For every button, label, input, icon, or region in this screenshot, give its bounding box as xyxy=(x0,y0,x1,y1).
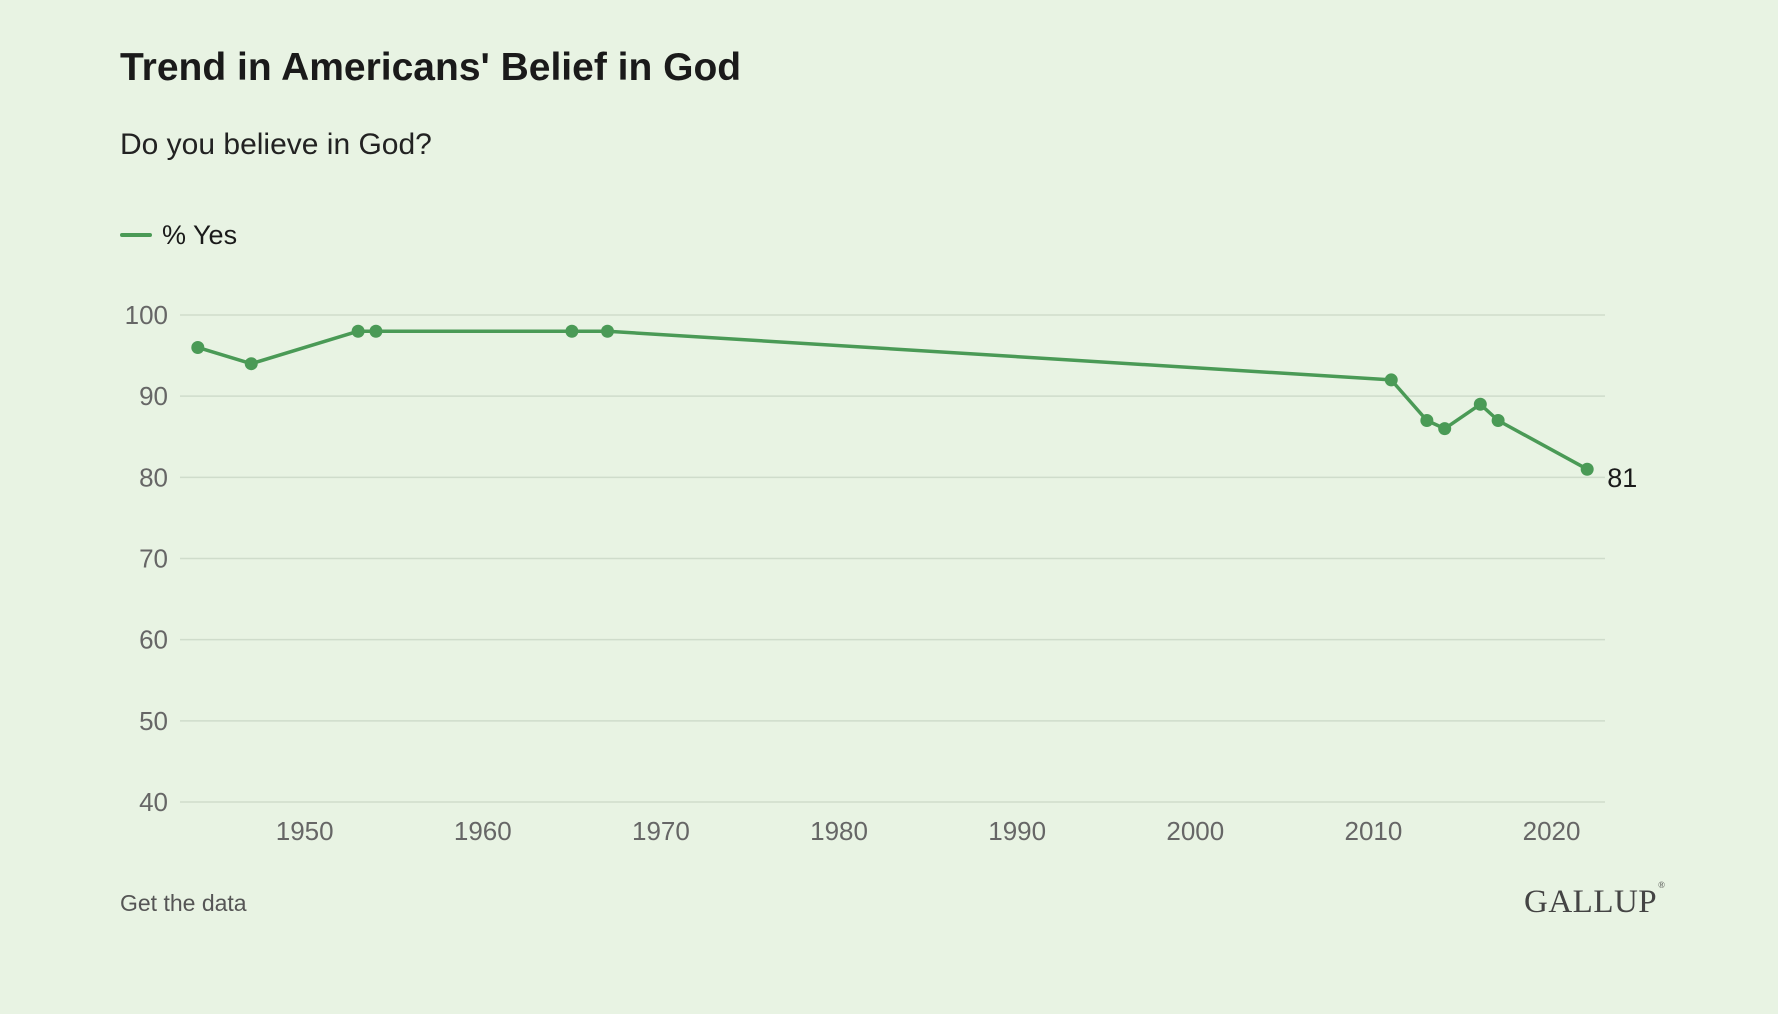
y-tick-label: 50 xyxy=(139,706,168,736)
data-point xyxy=(1580,462,1594,476)
x-tick-label: 2020 xyxy=(1523,816,1581,846)
data-point xyxy=(1491,414,1505,428)
data-point xyxy=(351,324,365,338)
data-point xyxy=(1420,414,1434,428)
y-tick-label: 60 xyxy=(139,625,168,655)
y-tick-label: 40 xyxy=(139,787,168,817)
data-point xyxy=(565,324,579,338)
data-point xyxy=(1384,373,1398,387)
registered-mark: ® xyxy=(1658,880,1666,890)
y-tick-label: 70 xyxy=(139,544,168,574)
data-point xyxy=(244,357,258,371)
data-point xyxy=(1438,422,1452,436)
x-tick-label: 1970 xyxy=(632,816,690,846)
get-the-data-link[interactable]: Get the data xyxy=(120,890,247,916)
y-tick-label: 80 xyxy=(139,462,168,492)
x-tick-label: 1990 xyxy=(988,816,1046,846)
x-tick-label: 1950 xyxy=(276,816,334,846)
data-point xyxy=(601,324,614,338)
y-tick-label: 90 xyxy=(139,381,168,411)
x-tick-label: 2010 xyxy=(1345,816,1403,846)
x-tick-label: 2000 xyxy=(1166,816,1224,846)
gallup-logo: GALLUP® xyxy=(1524,880,1666,921)
x-tick-label: 1980 xyxy=(810,816,868,846)
gallup-wordmark: GALLUP xyxy=(1524,884,1658,920)
legend-label: % Yes xyxy=(162,219,238,250)
legend-swatch xyxy=(120,233,152,237)
chart-subtitle: Do you believe in God? xyxy=(120,128,432,161)
data-point xyxy=(191,340,205,354)
chart-title: Trend in Americans' Belief in God xyxy=(120,46,742,89)
x-tick-label: 1960 xyxy=(454,816,512,846)
data-point xyxy=(1473,397,1487,411)
y-tick-label: 100 xyxy=(125,300,168,330)
legend: % Yes xyxy=(120,218,237,252)
series-line xyxy=(196,329,1589,471)
end-value-label: 81 xyxy=(1607,463,1637,493)
data-point xyxy=(369,324,383,338)
